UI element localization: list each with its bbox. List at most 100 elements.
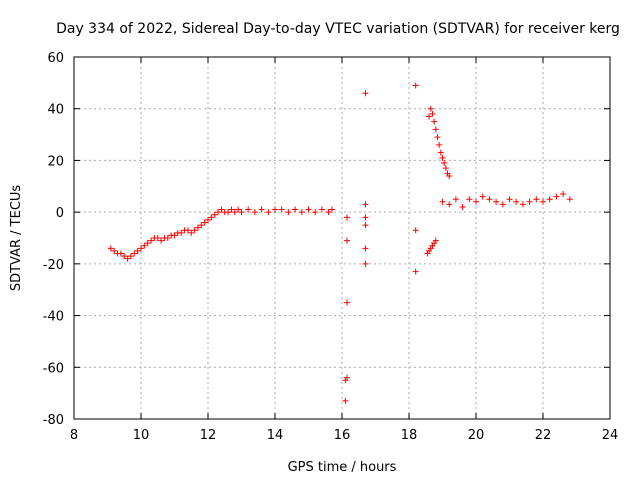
- data-point-marker: [553, 193, 560, 200]
- data-point-marker: [228, 206, 235, 213]
- data-point-marker: [325, 209, 332, 216]
- data-point-marker: [446, 172, 453, 179]
- data-point-marker: [540, 198, 546, 205]
- data-point-marker: [328, 206, 335, 213]
- data-point-marker: [272, 206, 278, 213]
- data-point-marker: [215, 209, 222, 216]
- data-point-marker: [178, 229, 185, 236]
- x-tick-label: 10: [133, 428, 150, 443]
- data-point-marker: [442, 165, 449, 172]
- y-axis-label: SDTVAR / TECUs: [9, 185, 24, 292]
- data-point-marker: [432, 237, 439, 244]
- data-point-marker: [526, 198, 533, 205]
- y-tick-label: -80: [43, 413, 64, 428]
- data-point-marker: [138, 245, 144, 252]
- x-tick-label: 24: [602, 428, 619, 443]
- data-point-marker: [154, 235, 161, 241]
- data-point-marker: [127, 253, 134, 260]
- data-point-marker: [362, 201, 369, 208]
- data-point-marker: [265, 209, 272, 216]
- data-point-marker: [298, 209, 305, 216]
- data-point-marker: [499, 201, 506, 208]
- data-point-marker: [191, 227, 198, 234]
- data-point-marker: [184, 227, 191, 234]
- data-point-marker: [466, 196, 473, 203]
- data-point-marker: [198, 222, 205, 229]
- data-point-marker: [312, 209, 319, 216]
- data-point-marker: [235, 206, 242, 213]
- y-tick-label: 40: [47, 103, 64, 118]
- x-tick-label: 8: [70, 428, 78, 443]
- data-point-marker: [218, 206, 225, 213]
- data-point-marker: [144, 240, 151, 247]
- tick-layer: 8 10 12 14 16 18 20 22 24 -80 -60 -40 -20 0 20 40 60: [43, 51, 619, 443]
- data-point-marker: [344, 374, 351, 381]
- data-point-marker: [431, 118, 438, 125]
- data-point-marker: [148, 237, 155, 244]
- data-point-marker: [205, 216, 211, 223]
- data-point-marker: [285, 209, 292, 216]
- data-point-marker: [439, 198, 446, 205]
- data-point-marker: [412, 268, 419, 275]
- y-tick-label: -20: [43, 258, 64, 273]
- y-tick-label: 20: [47, 154, 64, 169]
- data-point-marker: [344, 214, 351, 221]
- data-point-marker: [131, 250, 138, 257]
- data-point-marker: [412, 227, 419, 234]
- chart-title: Day 334 of 2022, Sidereal Day-to-day VTE…: [56, 21, 620, 37]
- x-axis-label: GPS time / hours: [288, 460, 397, 475]
- data-point-marker: [426, 113, 433, 120]
- data-point-marker: [251, 209, 258, 216]
- data-point-marker: [134, 247, 141, 254]
- data-point-marker: [158, 237, 165, 244]
- data-point-marker: [436, 141, 443, 148]
- data-point-marker: [452, 196, 459, 203]
- data-point-marker: [434, 134, 441, 141]
- data-point-marker: [208, 214, 215, 221]
- x-tick-label: 16: [334, 428, 351, 443]
- data-point-marker: [344, 299, 351, 306]
- data-point-marker: [432, 126, 439, 133]
- data-point-marker: [533, 196, 540, 203]
- data-point-marker: [238, 209, 245, 216]
- x-tick-label: 14: [267, 428, 284, 443]
- data-point-marker: [362, 245, 369, 252]
- data-point-marker: [121, 253, 128, 260]
- data-point-marker: [231, 209, 238, 216]
- data-point-marker: [479, 193, 486, 200]
- data-point-marker: [506, 196, 513, 203]
- data-point-marker: [446, 201, 453, 208]
- data-point-marker: [437, 149, 444, 156]
- data-point-marker: [164, 235, 171, 241]
- data-point-marker: [194, 224, 201, 231]
- data-point-marker: [278, 206, 285, 213]
- point-layer: [107, 82, 573, 404]
- grid-layer: [74, 57, 610, 419]
- data-point-marker: [258, 206, 265, 213]
- x-tick-label: 22: [535, 428, 552, 443]
- data-point-marker: [486, 196, 493, 203]
- data-point-marker: [292, 206, 299, 213]
- data-point-marker: [546, 196, 553, 203]
- data-point-marker: [111, 247, 118, 254]
- data-point-marker: [519, 201, 526, 208]
- x-tick-label: 12: [200, 428, 217, 443]
- data-point-marker: [441, 160, 448, 167]
- data-point-marker: [362, 90, 369, 97]
- y-tick-label: 0: [56, 206, 64, 221]
- data-point-marker: [427, 105, 434, 112]
- data-point-marker: [429, 110, 436, 117]
- data-point-marker: [439, 154, 446, 161]
- data-point-marker: [493, 198, 500, 205]
- data-point-marker: [344, 237, 351, 244]
- data-point-marker: [473, 198, 479, 205]
- data-point-marker: [225, 209, 232, 216]
- data-point-marker: [560, 191, 567, 198]
- data-point-marker: [459, 203, 466, 210]
- data-point-marker: [362, 214, 369, 221]
- data-point-marker: [107, 245, 114, 252]
- data-point-marker: [513, 198, 520, 205]
- data-point-marker: [566, 196, 573, 203]
